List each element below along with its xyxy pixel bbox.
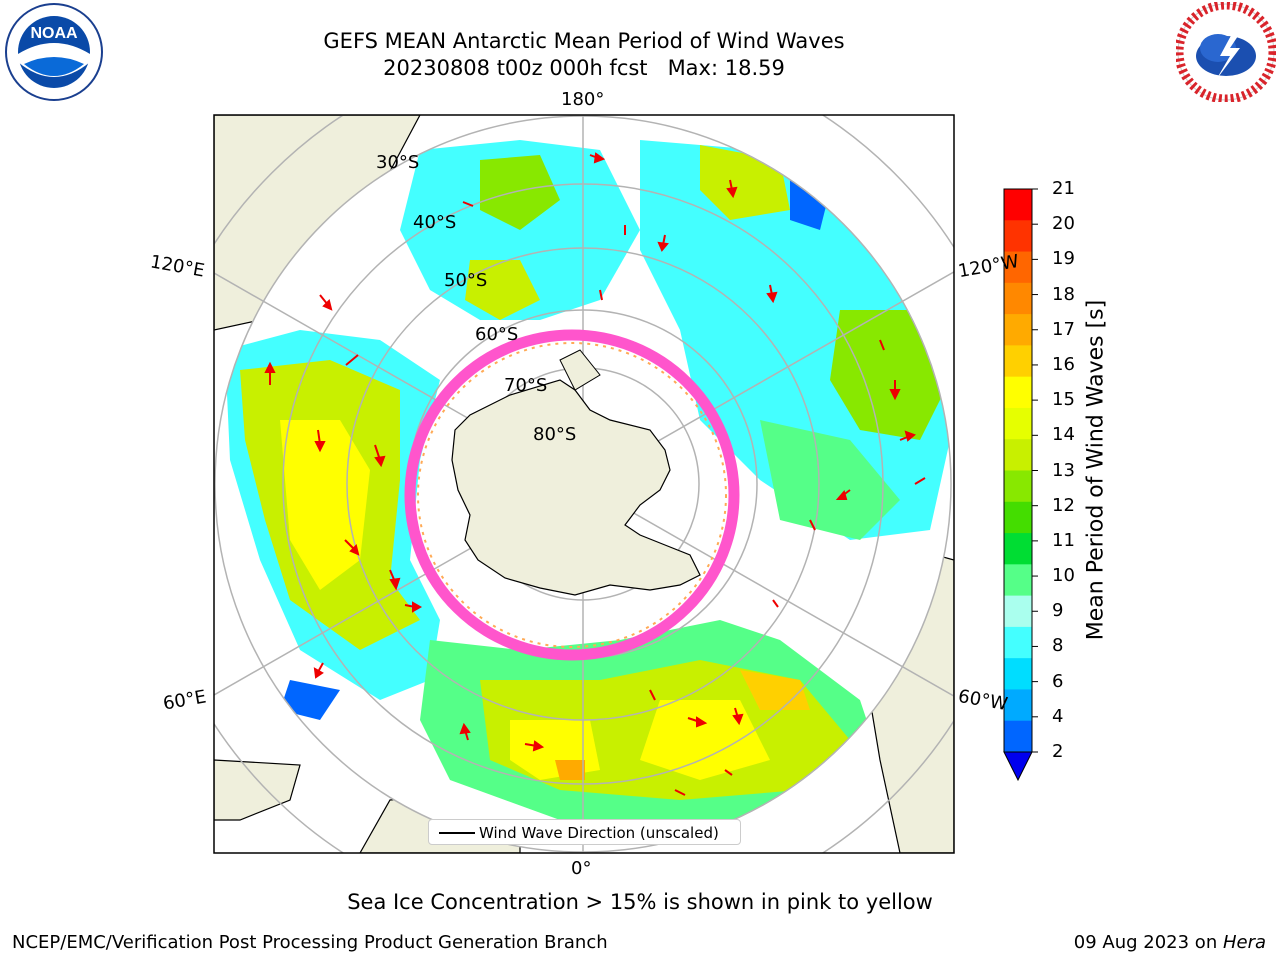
colorbar-band (1004, 407, 1032, 440)
arrow-2 (319, 294, 333, 311)
colorbar-under-triangle (1003, 751, 1033, 782)
colorbar-band (1004, 189, 1032, 221)
colorbar-band (1004, 220, 1032, 253)
arrow-23 (687, 716, 708, 728)
colorbar-tick-label: 20 (1052, 213, 1075, 235)
lon-label-180: 180° (561, 89, 605, 110)
colorbar-title: Mean Period of Wind Waves [s] (1083, 299, 1109, 641)
lat-label-40s: 40°S (413, 212, 457, 233)
footer-date: 09 Aug 2023 on Hera (1074, 932, 1266, 953)
colorbar-tick-label: 9 (1052, 600, 1064, 622)
arrow-5 (374, 444, 386, 468)
lat-label-80s: 80°S (533, 424, 577, 445)
arrow-10 (589, 152, 606, 164)
noaa-logo-text: NOAA (30, 25, 78, 42)
lat-label-30s: 30°S (376, 152, 420, 173)
footer-host: Hera (1222, 932, 1266, 953)
arrow-3 (345, 354, 359, 366)
colorbar-band (1004, 626, 1032, 659)
arrow-14 (879, 339, 885, 351)
colorbar-tick-label: 13 (1052, 459, 1075, 481)
footer-credit: NCEP/EMC/Verification Post Processing Pr… (12, 932, 608, 953)
arrow-13 (766, 284, 778, 304)
colorbar-band (1004, 439, 1032, 471)
colorbar-tick-label: 10 (1052, 565, 1075, 587)
colorbar-tick-label: 19 (1052, 248, 1075, 270)
arrow-16 (899, 430, 916, 442)
arrow-21 (732, 707, 744, 726)
map-legend: Wind Wave Direction (unscaled) (428, 819, 741, 845)
legend-line-sample (439, 832, 475, 834)
arrow-29 (462, 201, 474, 207)
chart-subtitle: 20230808 t00z 000h fcst Max: 18.59 (383, 56, 785, 80)
arrow-1 (264, 361, 276, 385)
arrow-12 (726, 179, 738, 199)
colorbar-band (1004, 345, 1032, 378)
arrow-11 (657, 234, 669, 252)
lon-label-0: 0° (571, 858, 592, 879)
colorbar-band (1004, 470, 1032, 503)
colorbar-band (1004, 282, 1032, 315)
colorbar-band (1004, 376, 1032, 409)
arrow-22 (772, 599, 779, 608)
colorbar-tick-label: 15 (1052, 389, 1075, 411)
arrow-9 (313, 662, 324, 679)
arrow-30 (599, 289, 603, 301)
arrow-17 (835, 489, 851, 500)
colorbar-band (1004, 595, 1032, 628)
colorbar-tick-label: 18 (1052, 283, 1075, 305)
colorbar-tick-label: 14 (1052, 424, 1075, 446)
colorbar-band (1004, 501, 1032, 534)
arrow-19 (809, 519, 816, 531)
lat-label-70s: 70°S (504, 375, 548, 396)
arrow-7 (389, 569, 401, 591)
colorbar-band (1004, 251, 1032, 284)
colorbar-tick-label: 17 (1052, 318, 1075, 340)
colorbar-band (1004, 689, 1032, 722)
arrow-8 (404, 601, 423, 613)
sea-ice-ring (404, 329, 740, 661)
arrow-20 (649, 689, 656, 701)
colorbar-band (1004, 533, 1032, 565)
colorbar-tick-label: 6 (1052, 670, 1064, 692)
colorbar-band (1004, 314, 1032, 346)
wind-wave-arrows (264, 152, 926, 796)
colorbar-tick-label: 16 (1052, 353, 1075, 375)
noaa-logo: NOAA (4, 2, 104, 102)
legend-label: Wind Wave Direction (unscaled) (479, 824, 719, 842)
arrow-24 (524, 740, 545, 752)
colorbar-tick-label: 4 (1052, 705, 1064, 727)
footer-date-text: 09 Aug 2023 on (1073, 932, 1223, 953)
colorbar-band (1004, 564, 1032, 597)
colorbar-tick-label: 2 (1052, 741, 1064, 762)
map-frame (213, 114, 955, 854)
arrow-26 (674, 789, 686, 796)
colorbar-band (1004, 658, 1032, 690)
arrow-25 (459, 722, 471, 741)
colorbar-tick-label: 12 (1052, 494, 1075, 516)
colorbar-tick-label: 11 (1052, 529, 1075, 551)
lat-label-50s: 50°S (444, 270, 488, 291)
colorbar-tick-label: 21 (1052, 178, 1075, 199)
colorbar (1003, 188, 1038, 782)
antarctica-landmass (451, 379, 701, 596)
colorbar-band (1004, 720, 1032, 753)
arrow-15 (889, 380, 901, 401)
colorbar-tick-label: 8 (1052, 635, 1064, 657)
arrow-27 (724, 769, 733, 776)
chart-title: GEFS MEAN Antarctic Mean Period of Wind … (323, 29, 845, 53)
arrow-18 (914, 477, 926, 485)
lat-label-60s: 60°S (475, 324, 519, 345)
arrow-6 (344, 539, 360, 556)
arrow-4 (314, 429, 326, 453)
sea-ice-caption: Sea Ice Concentration > 15% is shown in … (347, 890, 933, 914)
nws-logo (1174, 0, 1278, 104)
